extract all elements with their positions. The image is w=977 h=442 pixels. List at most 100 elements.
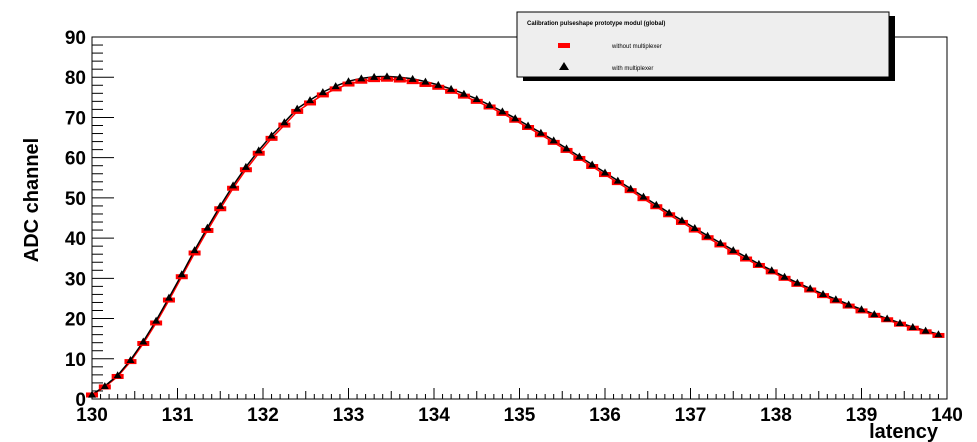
point-with-multiplexer xyxy=(177,270,186,278)
x-tick-label: 137 xyxy=(675,405,707,426)
point-with-multiplexer xyxy=(870,310,879,318)
point-with-multiplexer xyxy=(447,84,456,92)
point-with-multiplexer xyxy=(306,96,315,104)
point-with-multiplexer xyxy=(126,355,135,363)
point-with-multiplexer xyxy=(395,73,404,81)
point-with-multiplexer xyxy=(857,305,866,313)
point-with-multiplexer xyxy=(908,323,917,331)
x-tick-label: 135 xyxy=(504,405,536,426)
point-with-multiplexer xyxy=(357,74,366,82)
point-with-multiplexer xyxy=(883,314,892,322)
point-with-multiplexer xyxy=(459,89,468,97)
point-with-multiplexer xyxy=(139,337,148,345)
point-with-multiplexer xyxy=(626,184,635,192)
x-tick-label: 132 xyxy=(247,405,279,426)
point-with-multiplexer xyxy=(370,72,379,80)
legend-title: Calibration pulseshape prototype modul (… xyxy=(527,21,665,27)
point-with-multiplexer xyxy=(331,82,340,90)
point-with-multiplexer xyxy=(613,176,622,184)
point-with-multiplexer xyxy=(703,231,712,239)
x-tick-label: 130 xyxy=(76,405,108,426)
y-tick-label: 30 xyxy=(65,269,86,290)
y-tick-label: 50 xyxy=(65,189,86,210)
point-with-multiplexer xyxy=(729,246,738,254)
series-layer xyxy=(86,72,945,398)
point-with-multiplexer xyxy=(229,181,238,189)
x-tick-label: 131 xyxy=(162,405,194,426)
point-with-multiplexer xyxy=(472,94,481,102)
point-with-multiplexer xyxy=(434,80,443,88)
point-with-multiplexer xyxy=(639,192,648,200)
point-with-multiplexer xyxy=(793,278,802,286)
point-with-multiplexer xyxy=(203,223,212,231)
x-tick-label: 136 xyxy=(589,405,621,426)
point-with-multiplexer xyxy=(293,104,302,112)
point-with-multiplexer xyxy=(549,136,558,144)
point-with-multiplexer xyxy=(819,290,828,298)
point-with-multiplexer xyxy=(921,326,930,334)
point-with-multiplexer xyxy=(344,77,353,85)
point-with-multiplexer xyxy=(408,74,417,82)
point-with-multiplexer xyxy=(665,208,674,216)
series-line-without-multiplexer xyxy=(91,78,939,396)
legend-marker-without-multiplexer xyxy=(558,43,570,48)
legend: Calibration pulseshape prototype modul (… xyxy=(516,11,895,81)
point-with-multiplexer xyxy=(780,272,789,280)
point-with-multiplexer xyxy=(421,77,430,85)
point-with-multiplexer xyxy=(318,88,327,96)
y-tick-label: 20 xyxy=(65,310,86,331)
point-with-multiplexer xyxy=(575,152,584,160)
point-with-multiplexer xyxy=(100,382,109,390)
x-tick-label: 134 xyxy=(418,405,450,426)
point-with-multiplexer xyxy=(113,371,122,379)
point-with-multiplexer xyxy=(895,318,904,326)
point-with-multiplexer xyxy=(690,224,699,232)
series-line-with-multiplexer xyxy=(91,75,939,396)
point-with-multiplexer xyxy=(716,238,725,246)
point-with-multiplexer xyxy=(742,253,751,261)
y-tick-label: 90 xyxy=(65,28,86,49)
point-with-multiplexer xyxy=(164,293,173,301)
point-with-multiplexer xyxy=(677,216,686,224)
point-with-multiplexer xyxy=(216,201,225,209)
x-axis-label: latency xyxy=(869,421,939,442)
x-tick-label: 139 xyxy=(846,405,878,426)
point-with-multiplexer xyxy=(536,128,545,136)
point-with-multiplexer xyxy=(280,118,289,126)
point-with-multiplexer xyxy=(831,295,840,303)
y-axis-label: ADC channel xyxy=(21,138,43,262)
point-with-multiplexer xyxy=(241,162,250,170)
point-with-multiplexer xyxy=(485,100,494,108)
y-axis: 0 10 20 30 40 50 60 70 80 90 xyxy=(65,28,114,411)
x-tick-label: 138 xyxy=(760,405,792,426)
y-tick-label: 80 xyxy=(65,68,86,89)
point-with-multiplexer xyxy=(267,131,276,139)
legend-box xyxy=(516,11,890,78)
point-with-multiplexer xyxy=(767,266,776,274)
x-tick-label: 140 xyxy=(931,405,963,426)
y-tick-label: 0 xyxy=(75,390,86,411)
y-tick-label: 70 xyxy=(65,108,86,129)
point-with-multiplexer xyxy=(498,107,507,115)
point-with-multiplexer xyxy=(88,390,96,398)
point-with-multiplexer xyxy=(511,114,520,122)
plot-frame xyxy=(91,36,948,400)
point-with-multiplexer xyxy=(190,246,199,254)
point-with-multiplexer xyxy=(806,284,815,292)
point-with-multiplexer xyxy=(652,200,661,208)
point-with-multiplexer xyxy=(754,259,763,267)
point-with-multiplexer xyxy=(152,316,161,324)
legend-label-with-multiplexer: with multiplexer xyxy=(611,66,653,72)
point-with-multiplexer xyxy=(254,146,263,154)
y-tick-label: 10 xyxy=(65,350,86,371)
legend-label-without-multiplexer: without multiplexer xyxy=(611,44,662,50)
legend-marker-with-multiplexer xyxy=(559,62,569,70)
point-with-multiplexer xyxy=(844,300,853,308)
point-with-multiplexer xyxy=(524,121,533,129)
x-axis: 130 131 132 133 134 135 136 137 138 139 140 xyxy=(76,388,963,426)
y-tick-label: 60 xyxy=(65,149,86,170)
point-with-multiplexer xyxy=(562,144,571,152)
point-with-multiplexer xyxy=(588,160,597,168)
point-with-multiplexer xyxy=(934,330,943,338)
